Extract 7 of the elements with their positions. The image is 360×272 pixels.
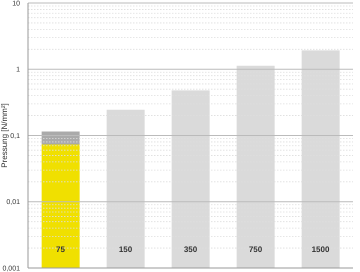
y-axis-title: Pressung [N/mm²] xyxy=(0,103,9,168)
x-tick-label: 750 xyxy=(248,245,263,254)
x-tick-label: 350 xyxy=(184,245,198,254)
x-tick-label: 75 xyxy=(56,245,66,254)
x-tick-label: 150 xyxy=(118,245,133,254)
x-tick-label: 1500 xyxy=(312,245,330,254)
bar xyxy=(42,144,80,268)
